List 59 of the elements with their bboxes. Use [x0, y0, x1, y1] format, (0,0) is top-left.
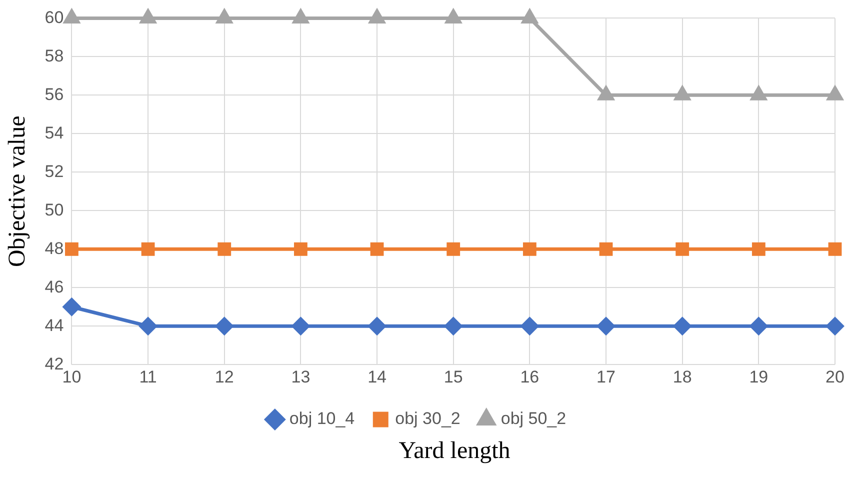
y-tick-label: 46 [44, 277, 64, 296]
x-tick-label: 10 [62, 367, 82, 386]
point [674, 317, 692, 335]
legend-label: obj 50_2 [500, 409, 566, 428]
y-tick-label: 60 [44, 8, 64, 27]
point [139, 317, 157, 335]
point [828, 242, 842, 256]
y-tick-label: 44 [44, 316, 64, 335]
x-tick-label: 15 [444, 367, 463, 386]
x-tick-label: 19 [749, 367, 768, 386]
point [368, 317, 386, 335]
point [827, 86, 843, 100]
x-tick-label: 16 [520, 367, 540, 386]
point [522, 9, 538, 24]
point [141, 242, 155, 256]
legend-label: obj 30_2 [395, 409, 460, 428]
point [216, 9, 232, 24]
point [826, 317, 844, 335]
point [522, 242, 536, 256]
point [294, 242, 308, 256]
x-tick-label: 20 [826, 367, 844, 386]
y-axis-title: Objective value [4, 116, 31, 268]
x-tick-label: 17 [596, 367, 616, 386]
point [370, 242, 384, 256]
y-tick-label: 48 [44, 238, 64, 258]
x-tick-label: 18 [672, 367, 692, 386]
y-tick-label: 58 [44, 46, 64, 66]
point [369, 9, 385, 24]
point [218, 242, 232, 256]
point [752, 242, 766, 256]
y-tick-label: 50 [44, 200, 64, 220]
point [750, 86, 766, 100]
point [292, 317, 310, 335]
point [676, 242, 690, 256]
x-tick-label: 13 [291, 367, 310, 386]
point [62, 298, 80, 316]
x-tick-label: 11 [139, 367, 157, 386]
point [444, 317, 462, 335]
x-tick-label: 12 [214, 367, 234, 386]
y-tick-label: 54 [44, 123, 64, 142]
point [216, 317, 234, 335]
y-tick-label: 52 [44, 162, 64, 181]
point [599, 242, 613, 256]
point [597, 317, 615, 335]
x-tick-label: 14 [368, 367, 386, 386]
point [674, 86, 690, 100]
x-axis-title: Yard length [398, 438, 512, 465]
point [446, 242, 460, 256]
point [64, 9, 80, 24]
y-tick-label: 42 [44, 354, 64, 374]
point [446, 9, 462, 24]
legend-label: obj 10_4 [289, 409, 355, 428]
y-tick-label: 56 [44, 84, 64, 104]
point [292, 9, 309, 24]
point [65, 242, 78, 256]
point [598, 86, 614, 100]
point [140, 9, 156, 24]
point [520, 317, 538, 335]
point [750, 317, 768, 335]
